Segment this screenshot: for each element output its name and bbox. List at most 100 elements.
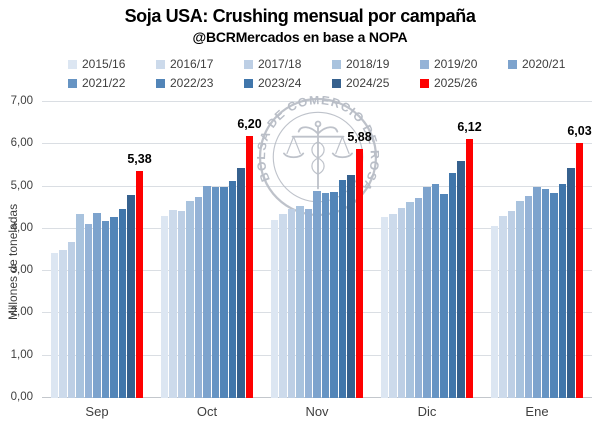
bar-2021-22-sep (101, 220, 110, 398)
data-label-sep: 5,38 (127, 151, 152, 166)
x-axis-label-dic: Dic (417, 404, 437, 419)
legend-label: 2022/23 (170, 76, 214, 90)
bar-2022-23-sep (110, 217, 118, 398)
legend-item-2024-25: 2024/25 (332, 76, 420, 91)
x-axis-labels: Sep Oct Nov Dic Ene (42, 404, 592, 419)
data-label-ene: 6,03 (567, 124, 592, 139)
data-label-oct: 6,20 (237, 116, 262, 131)
x-axis-label-sep: Sep (85, 404, 109, 419)
bar-group-sep: 5,38 (42, 102, 152, 398)
legend-label: 2016/17 (170, 57, 214, 71)
legend-item-2018-19: 2018/19 (332, 57, 420, 72)
gridline-7 (42, 101, 592, 102)
bar-2020-21-oct (203, 186, 211, 398)
legend-item-2016-17: 2016/17 (156, 57, 244, 72)
legend-swatch-icon (244, 60, 253, 69)
legend-label: 2021/22 (82, 76, 126, 90)
legend-item-2017-18: 2017/18 (244, 57, 332, 72)
bar-2019-20-oct (194, 196, 203, 398)
bar-2016-17-oct (169, 209, 177, 398)
y-tick-label-5: 5,00 (10, 179, 33, 192)
legend-label: 2024/25 (346, 76, 390, 90)
bar-2023-24-ene (558, 184, 567, 398)
bar-2020-21-dic (423, 187, 431, 398)
bar-2023-24-sep (118, 208, 127, 398)
bar-2019-20-dic (414, 198, 423, 398)
bar-2019-20-ene (524, 195, 533, 398)
bar-2021-22-nov (321, 192, 330, 398)
bar-2019-20-nov (304, 209, 313, 398)
plot-area: 5,38 6,20 5,88 6,12 6,03 (42, 101, 592, 398)
bar-2022-23-oct (220, 187, 228, 398)
bar-2016-17-sep (59, 249, 67, 398)
legend-item-2022-23: 2022/23 (156, 76, 244, 91)
bar-2018-19-ene (516, 201, 524, 398)
legend-item-2023-24: 2023/24 (244, 76, 332, 91)
x-axis-label-nov: Nov (305, 404, 329, 419)
bar-2020-21-ene (533, 186, 541, 398)
bar-2017-18-sep (67, 242, 76, 398)
bar-2024-25-oct (237, 167, 245, 398)
y-tick-label-4: 4,00 (10, 221, 33, 234)
bar-2016-17-dic (389, 214, 397, 398)
bar-2015-16-nov (270, 219, 279, 398)
bar-2018-19-oct (186, 200, 194, 398)
bar-group-dic: 6,12 (372, 102, 482, 398)
bar-2021-22-dic (431, 184, 440, 398)
data-label-dic: 6,12 (457, 120, 482, 135)
bar-2019-20-sep (84, 223, 93, 398)
bar-2023-24-oct (228, 180, 237, 398)
bar-2017-18-nov (287, 209, 296, 398)
legend: 2015/16 2016/17 2017/18 2018/19 2019/20 2020/… (68, 57, 600, 91)
data-label-nov: 5,88 (347, 130, 372, 145)
bar-2022-23-nov (330, 192, 338, 398)
bar-2025-26-ene (575, 143, 584, 398)
legend-label: 2015/16 (82, 57, 126, 71)
bar-2025-26-oct (245, 135, 254, 398)
legend-swatch-icon (156, 79, 165, 88)
legend-swatch-icon (244, 79, 253, 88)
bar-2021-22-oct (211, 187, 220, 398)
legend-label: 2023/24 (258, 76, 302, 90)
bar-2025-26-dic (465, 139, 474, 398)
bar-2023-24-dic (448, 173, 457, 398)
legend-swatch-icon (420, 60, 429, 69)
bar-2015-16-oct (160, 216, 169, 398)
bar-2024-25-ene (567, 167, 575, 398)
legend-swatch-icon (332, 60, 341, 69)
y-tick-label-2: 2,00 (10, 306, 33, 319)
legend-label: 2017/18 (258, 57, 302, 71)
bar-2015-16-dic (380, 217, 389, 398)
legend-label: 2025/26 (434, 76, 478, 90)
bar-2018-19-nov (296, 206, 304, 398)
x-axis-label-ene: Ene (525, 404, 549, 419)
x-axis-label-oct: Oct (196, 404, 218, 419)
bar-2017-18-oct (177, 210, 186, 398)
bar-2020-21-nov (313, 190, 321, 398)
y-tick-label-6: 6,00 (10, 137, 33, 150)
bar-2015-16-ene (490, 226, 499, 398)
bar-group-ene: 6,03 (482, 102, 592, 398)
bar-2024-25-nov (347, 175, 355, 398)
bar-2022-23-ene (550, 192, 558, 398)
legend-item-2015-16: 2015/16 (68, 57, 156, 72)
bar-2016-17-ene (499, 215, 507, 398)
legend-swatch-icon (68, 60, 77, 69)
bar-2018-19-sep (76, 214, 84, 398)
gridline-6 (42, 143, 592, 145)
legend-swatch-icon (508, 60, 517, 69)
y-tick-label-1: 1,00 (10, 348, 33, 361)
chart-subtitle: @BCRMercados en base a NOPA (192, 29, 408, 45)
bar-2024-25-dic (457, 161, 465, 398)
bar-2017-18-ene (507, 211, 516, 398)
bar-2018-19-dic (406, 201, 414, 398)
bar-2021-22-ene (541, 189, 550, 398)
bar-group-oct: 6,20 (152, 102, 262, 398)
bar-2023-24-nov (338, 180, 347, 398)
gridline-5 (42, 185, 592, 187)
y-tick-label-7: 7,00 (10, 95, 33, 107)
bar-2025-26-nov (355, 149, 364, 398)
legend-swatch-icon (68, 79, 77, 88)
legend-label: 2020/21 (522, 57, 566, 71)
bar-2017-18-dic (397, 207, 406, 398)
